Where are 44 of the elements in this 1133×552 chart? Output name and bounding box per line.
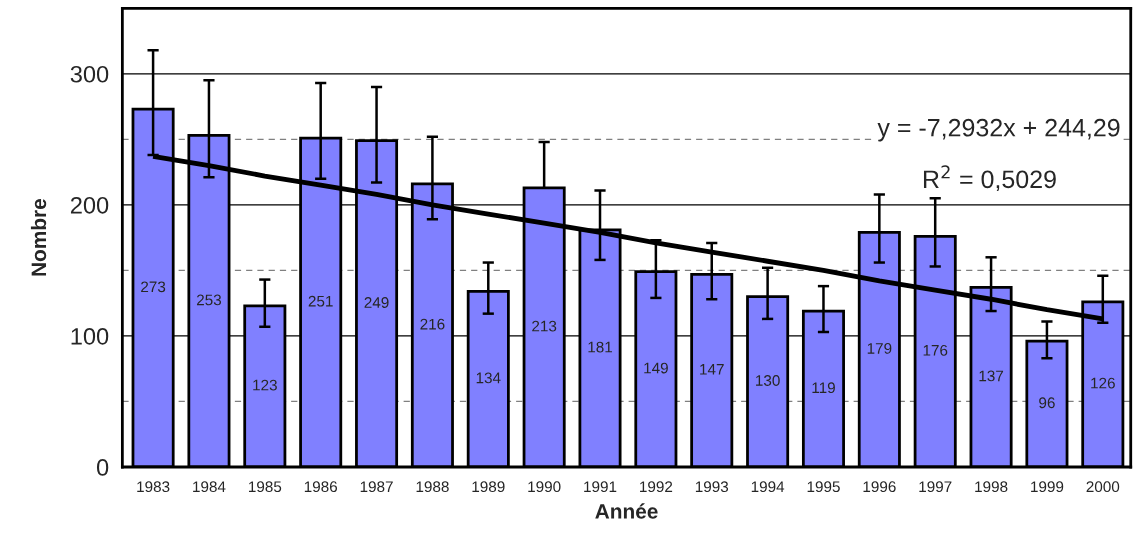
y-axis-title: Nombre: [30, 198, 47, 276]
x-tick-label: 1987: [360, 481, 393, 493]
x-tick-label: 1996: [863, 481, 896, 493]
data-label: 273: [141, 281, 166, 293]
x-axis-title: Année: [595, 503, 658, 519]
data-label: 149: [644, 362, 668, 374]
x-tick-label: 1985: [248, 481, 282, 493]
y-tick-label: 200: [70, 196, 109, 214]
x-tick-label: 1984: [193, 481, 226, 493]
x-tick-label: 1993: [695, 481, 729, 493]
x-tick-label: 1999: [1031, 481, 1064, 493]
x-tick-label: 1998: [975, 481, 1008, 493]
x-tick-label: 1983: [137, 481, 170, 493]
data-label: 216: [420, 318, 445, 330]
x-tick-label: 1988: [416, 481, 449, 493]
data-label: 123: [253, 379, 277, 391]
y-tick-label: 300: [70, 65, 109, 83]
data-label: 130: [756, 375, 780, 386]
x-tick-label: 1991: [584, 481, 617, 493]
data-label: 96: [1039, 397, 1055, 409]
y-tick-label: 100: [71, 328, 109, 345]
y-tick-label: 0: [96, 459, 109, 476]
data-label: 181: [588, 341, 613, 353]
x-tick-label: 1992: [640, 481, 673, 493]
data-label: 147: [700, 364, 724, 375]
data-label: 251: [308, 295, 333, 307]
data-label: 176: [923, 344, 948, 356]
x-tick-label: 1997: [919, 481, 952, 493]
data-label: 253: [196, 294, 222, 306]
data-label: 137: [979, 370, 1004, 382]
data-label: 213: [532, 320, 557, 332]
annotation: R$^{2}$ = 0,5029: [923, 165, 1056, 192]
x-tick-label: 1989: [472, 481, 505, 493]
x-tick-label: 2000: [1086, 481, 1120, 493]
x-tick-label: 1990: [528, 481, 561, 493]
x-tick-label: 1994: [751, 481, 785, 493]
data-label: 126: [1091, 377, 1115, 389]
data-label: 119: [812, 382, 835, 394]
annotation: y = -7,2932x + 244,29: [877, 118, 1120, 142]
data-label: 134: [476, 372, 501, 384]
data-label: 179: [867, 342, 892, 354]
x-tick-label: 1995: [807, 481, 840, 493]
data-label: 249: [364, 297, 389, 308]
x-tick-label: 1986: [304, 481, 338, 493]
